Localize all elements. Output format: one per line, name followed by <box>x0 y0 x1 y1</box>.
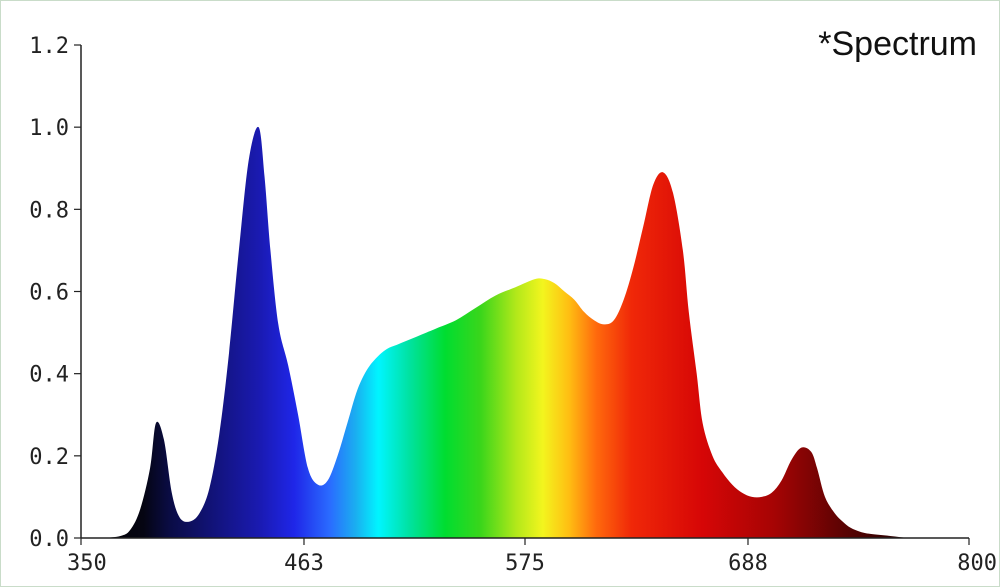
x-tick-label: 688 <box>728 551 768 576</box>
x-tick-label: 350 <box>67 551 107 576</box>
x-axis-ticks: 350 463 575 688 800 <box>67 538 997 576</box>
y-tick-label: 1.0 <box>29 116 69 141</box>
x-tick-label: 800 <box>957 551 997 576</box>
y-tick-label: 0.6 <box>29 281 69 306</box>
x-tick-label: 575 <box>505 551 545 576</box>
y-tick-label: 1.2 <box>29 34 69 59</box>
y-tick-label: 0.2 <box>29 445 69 470</box>
x-tick-label: 463 <box>284 551 324 576</box>
chart-title: *Spectrum <box>818 25 977 63</box>
series-area-spectrum <box>81 126 969 539</box>
y-tick-label: 0.0 <box>29 527 69 552</box>
y-tick-label: 0.8 <box>29 198 69 223</box>
y-axis-ticks: 0.0 0.2 0.4 0.6 0.8 1.0 1.2 <box>29 34 81 552</box>
y-tick-label: 0.4 <box>29 363 69 388</box>
